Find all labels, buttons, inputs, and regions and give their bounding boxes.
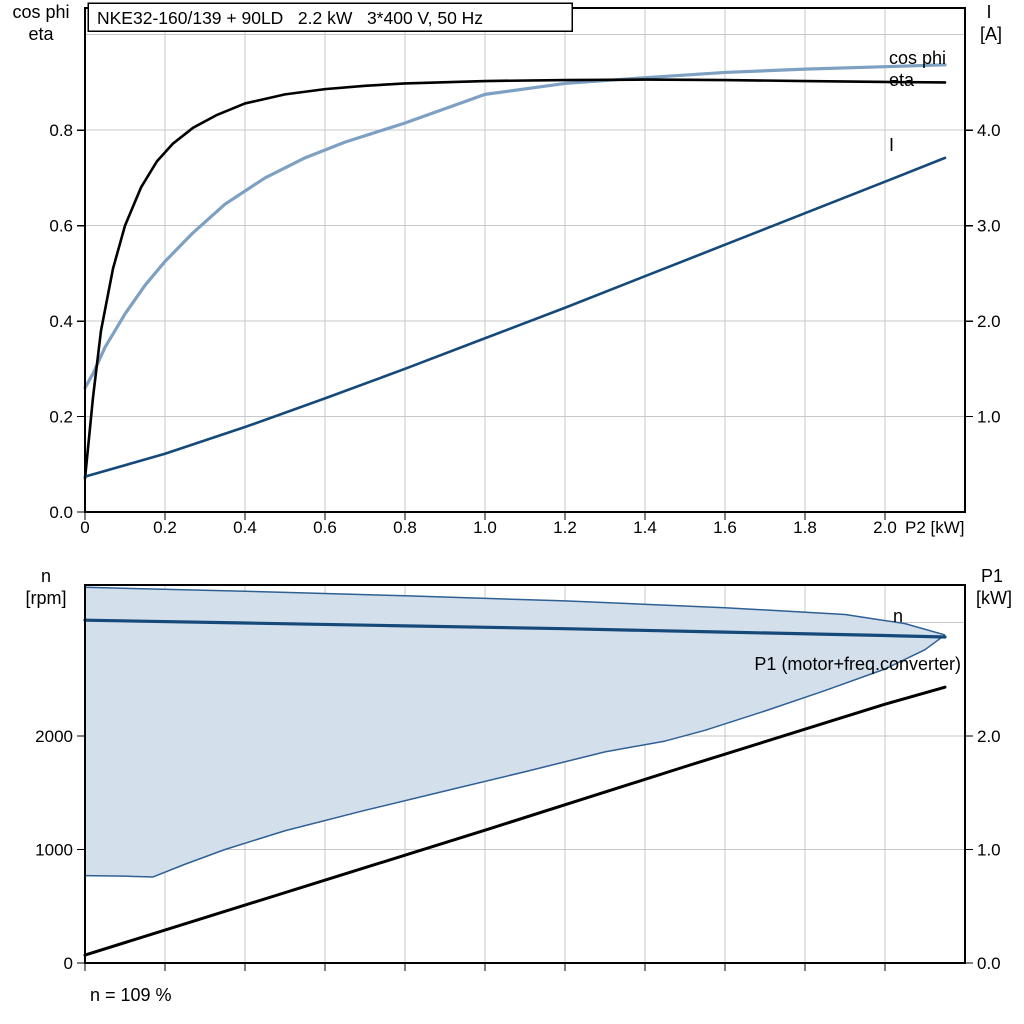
- x-tick-label: 0.4: [233, 518, 257, 537]
- left-tick-label: 0.8: [49, 121, 73, 140]
- left-axis-title: cos phi: [12, 2, 69, 22]
- speed-annotation: n = 109 %: [90, 985, 172, 1005]
- x-tick-label: 1.8: [793, 518, 817, 537]
- right-axis-title: [kW]: [976, 588, 1012, 608]
- left-tick-label: 2000: [35, 727, 73, 746]
- x-tick-label: 0.6: [313, 518, 337, 537]
- left-tick-label: 0.2: [49, 408, 73, 427]
- curve-label-eta: eta: [889, 70, 915, 90]
- right-tick-label: 3.0: [977, 217, 1001, 236]
- left-axis-title: eta: [28, 24, 54, 44]
- left-tick-label: 0.6: [49, 217, 73, 236]
- x-tick-label: 0: [80, 518, 89, 537]
- left-axis-title: [rpm]: [25, 588, 66, 608]
- curve-label-cos-phi: cos phi: [889, 48, 946, 68]
- right-tick-label: 0.0: [977, 954, 1001, 973]
- right-tick-label: 1.0: [977, 408, 1001, 427]
- left-tick-label: 0: [64, 954, 73, 973]
- left-axis-title: n: [41, 566, 51, 586]
- chart-top: 0 0.2 0.4 0.6 0.8 1.0 1.2 1.4 1.6 1.8 2.0 P2 [kW] 0.…: [12, 2, 1002, 537]
- chart-title: NKE32-160/139 + 90LD 2.2 kW 3*400 V, 50 …: [97, 8, 483, 28]
- curve-eta: [83, 78, 947, 480]
- curve-p1: [83, 685, 947, 957]
- x-tick-label: 1.2: [553, 518, 577, 537]
- right-axis-title: I: [986, 2, 991, 22]
- chart-title-box: [87, 2, 573, 32]
- speed-range-band: [85, 587, 945, 877]
- curve-i: [83, 156, 947, 478]
- band-upper-boundary: [84, 586, 946, 636]
- curve-label-n: n: [893, 606, 903, 626]
- right-tick-label: 1.0: [977, 840, 1001, 859]
- x-tick-label: 1.0: [473, 518, 497, 537]
- right-axis-title: [A]: [980, 24, 1002, 44]
- x-tick-label: 1.4: [633, 518, 657, 537]
- right-tick-label: 4.0: [977, 121, 1001, 140]
- x-tick-label: 0.2: [153, 518, 177, 537]
- x-tick-label: 0.8: [393, 518, 417, 537]
- x-tick-label: 1.6: [713, 518, 737, 537]
- left-tick-label: 0.4: [49, 312, 73, 331]
- plot-frame: [84, 584, 966, 964]
- curve-label-p1: P1 (motor+freq.converter): [754, 654, 961, 674]
- x-axis-unit-label: P2 [kW]: [905, 518, 965, 537]
- curve-label-i: I: [889, 135, 894, 155]
- right-axis-title: P1: [981, 566, 1003, 586]
- x-tick-label: 2.0: [873, 518, 897, 537]
- left-tick-label: 1000: [35, 840, 73, 859]
- band-lower-boundary: [84, 634, 946, 878]
- right-tick-label: 2.0: [977, 312, 1001, 331]
- curve-n: [83, 618, 947, 639]
- left-tick-label: 0.0: [49, 503, 73, 522]
- right-tick-label: 2.0: [977, 727, 1001, 746]
- curve-cos-phi: [83, 63, 947, 390]
